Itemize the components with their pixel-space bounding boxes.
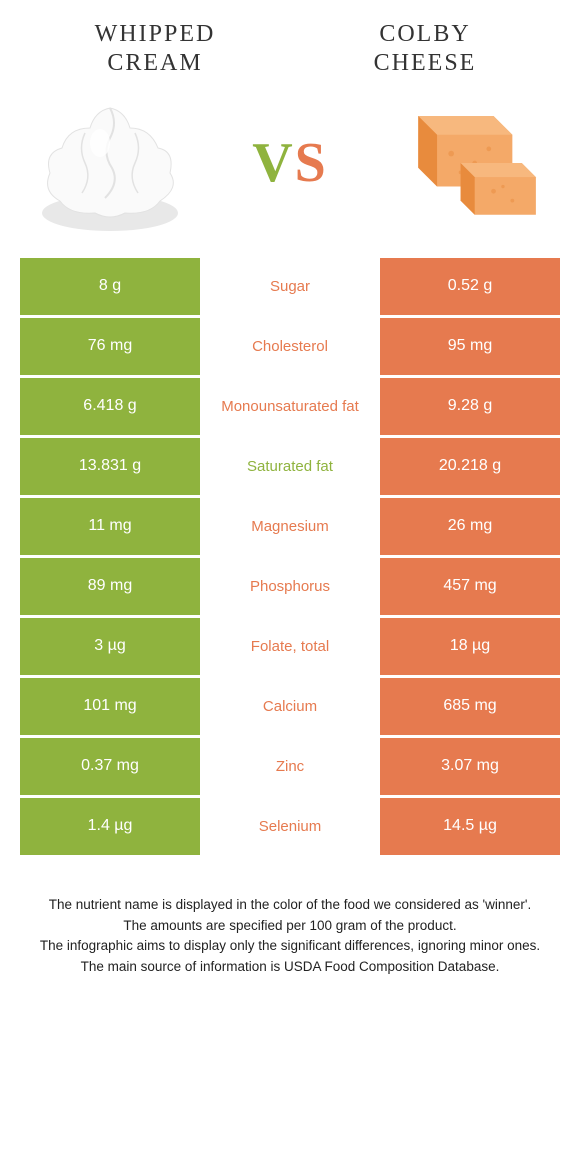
left-value-cell: 13.831 g	[20, 438, 200, 495]
left-value-cell: 6.418 g	[20, 378, 200, 435]
right-value-cell: 0.52 g	[380, 258, 560, 315]
vs-s: S	[295, 132, 328, 194]
whipped-cream-icon	[30, 93, 190, 233]
nutrient-label-cell: Selenium	[200, 798, 380, 855]
right-value-cell: 685 mg	[380, 678, 560, 735]
footnote-line: The main source of information is USDA F…	[30, 957, 550, 978]
left-value-cell: 76 mg	[20, 318, 200, 375]
vs-label: VS	[252, 131, 328, 195]
table-row: 8 gSugar0.52 g	[20, 258, 560, 315]
right-title-line2: CHEESE	[325, 49, 525, 78]
left-value-cell: 0.37 mg	[20, 738, 200, 795]
right-value-cell: 20.218 g	[380, 438, 560, 495]
right-value-cell: 18 µg	[380, 618, 560, 675]
nutrient-label-cell: Calcium	[200, 678, 380, 735]
left-food-title: WHIPPED CREAM	[55, 20, 255, 78]
footnotes: The nutrient name is displayed in the co…	[20, 895, 560, 979]
nutrient-table: 8 gSugar0.52 g76 mgCholesterol95 mg6.418…	[20, 258, 560, 855]
table-row: 0.37 mgZinc3.07 mg	[20, 738, 560, 795]
table-row: 89 mgPhosphorus457 mg	[20, 558, 560, 615]
whipped-cream-image	[30, 93, 190, 233]
left-title-line2: CREAM	[55, 49, 255, 78]
images-row: VS	[20, 93, 560, 233]
left-value-cell: 11 mg	[20, 498, 200, 555]
nutrient-label-cell: Cholesterol	[200, 318, 380, 375]
right-value-cell: 14.5 µg	[380, 798, 560, 855]
table-row: 1.4 µgSelenium14.5 µg	[20, 798, 560, 855]
header-titles: WHIPPED CREAM COLBY CHEESE	[20, 20, 560, 78]
right-title-line1: COLBY	[325, 20, 525, 49]
table-row: 101 mgCalcium685 mg	[20, 678, 560, 735]
table-row: 76 mgCholesterol95 mg	[20, 318, 560, 375]
left-title-line1: WHIPPED	[55, 20, 255, 49]
table-row: 3 µgFolate, total18 µg	[20, 618, 560, 675]
table-row: 11 mgMagnesium26 mg	[20, 498, 560, 555]
left-value-cell: 3 µg	[20, 618, 200, 675]
left-value-cell: 101 mg	[20, 678, 200, 735]
left-value-cell: 8 g	[20, 258, 200, 315]
nutrient-label-cell: Magnesium	[200, 498, 380, 555]
footnote-line: The amounts are specified per 100 gram o…	[30, 916, 550, 937]
nutrient-label-cell: Saturated fat	[200, 438, 380, 495]
nutrient-label-cell: Sugar	[200, 258, 380, 315]
right-value-cell: 9.28 g	[380, 378, 560, 435]
left-value-cell: 1.4 µg	[20, 798, 200, 855]
nutrient-label-cell: Folate, total	[200, 618, 380, 675]
nutrient-label-cell: Zinc	[200, 738, 380, 795]
footnote-line: The nutrient name is displayed in the co…	[30, 895, 550, 916]
colby-cheese-image	[390, 93, 550, 233]
vs-v: V	[252, 132, 294, 194]
right-value-cell: 95 mg	[380, 318, 560, 375]
nutrient-label-cell: Phosphorus	[200, 558, 380, 615]
right-value-cell: 3.07 mg	[380, 738, 560, 795]
footnote-line: The infographic aims to display only the…	[30, 936, 550, 957]
left-value-cell: 89 mg	[20, 558, 200, 615]
table-row: 13.831 gSaturated fat20.218 g	[20, 438, 560, 495]
table-row: 6.418 gMonounsaturated fat9.28 g	[20, 378, 560, 435]
right-food-title: COLBY CHEESE	[325, 20, 525, 78]
right-value-cell: 26 mg	[380, 498, 560, 555]
right-value-cell: 457 mg	[380, 558, 560, 615]
colby-cheese-icon	[390, 93, 550, 233]
nutrient-label-cell: Monounsaturated fat	[200, 378, 380, 435]
